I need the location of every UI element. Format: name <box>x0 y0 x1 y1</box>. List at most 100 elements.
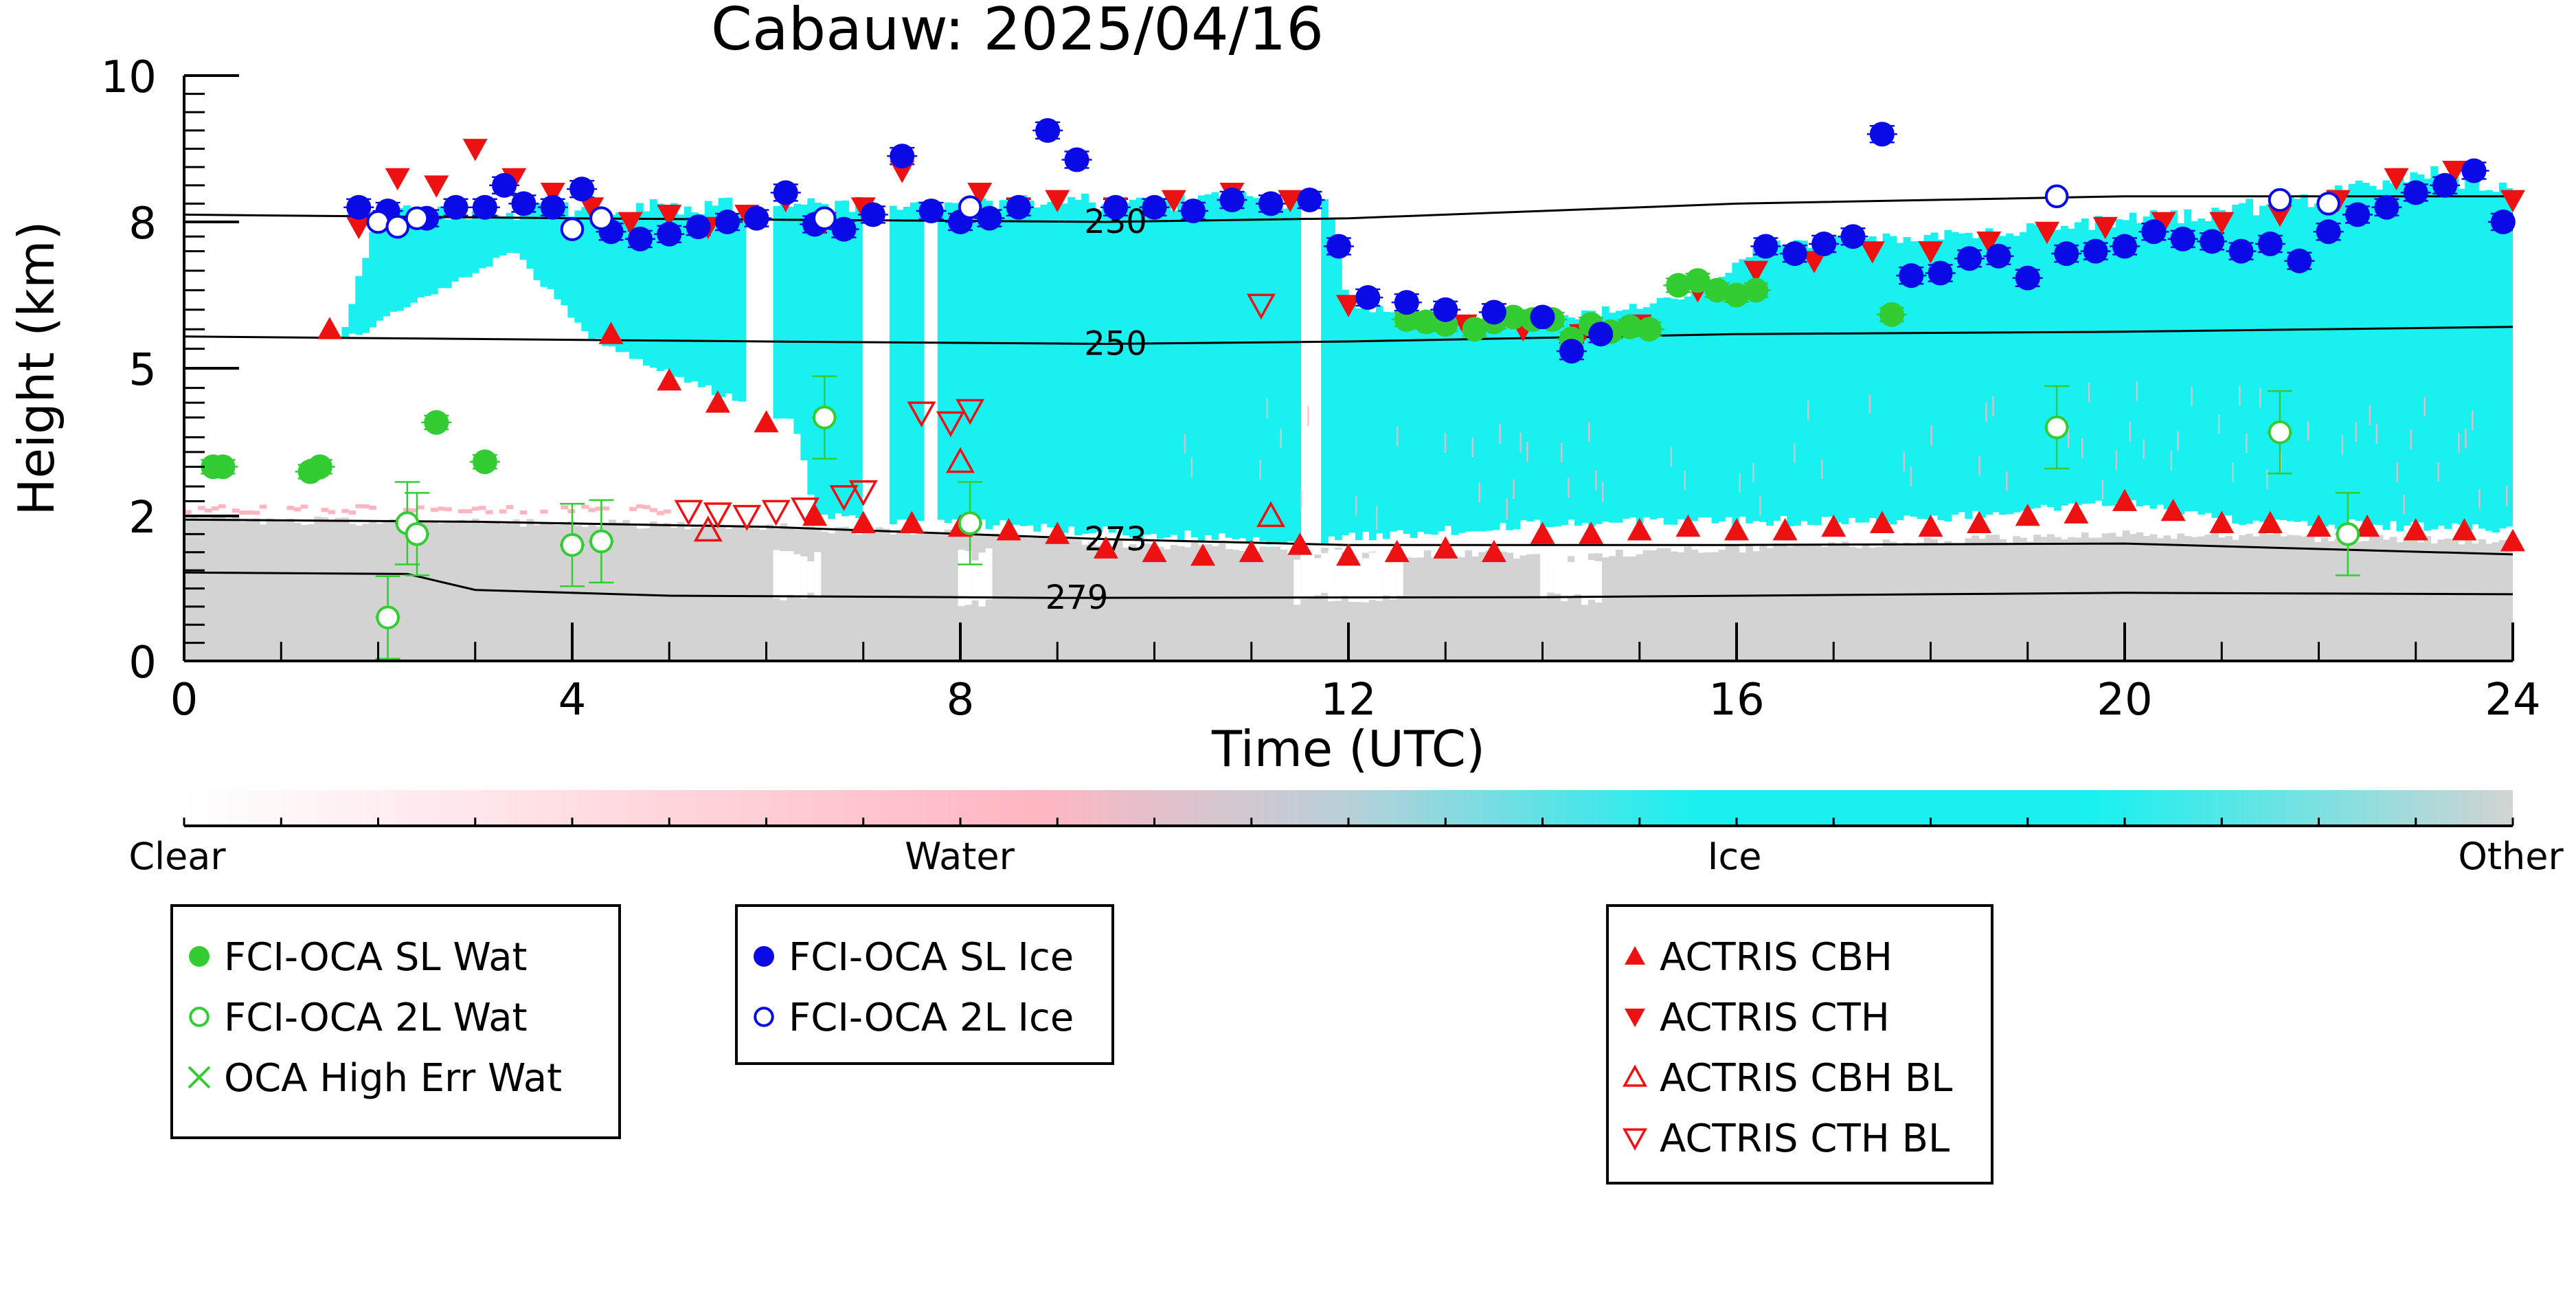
legend-item-actris-cbh-bl: ACTRIS CBH BL <box>1623 1056 1952 1101</box>
point-fci-oca-sl-ice <box>715 210 740 234</box>
point-fci-oca-sl-wat <box>1724 282 1749 308</box>
point-actris-cth-bl <box>936 411 965 438</box>
y-axis: 0 2 5 8 10 <box>101 52 239 688</box>
point-actris-cbh-bl <box>946 447 975 473</box>
legend: FCI-OCA SL Wat FCI-OCA 2L Wat OCA High Err… <box>170 904 1993 1185</box>
point-actris-cbh <box>1093 536 1118 559</box>
point-actris-cth <box>2384 168 2409 191</box>
point-actris-cbh <box>1918 514 1943 537</box>
point-fci-oca-sl-ice <box>1559 339 1584 364</box>
point-actris-cbh <box>1675 514 1701 537</box>
point-actris-cth <box>2035 221 2059 245</box>
point-actris-cth <box>462 139 488 161</box>
point-fci-oca-sl-ice <box>443 194 468 220</box>
x-tick-label: 20 <box>2097 675 2152 726</box>
point-fci-oca-sl-ice <box>1811 231 1837 256</box>
contour-label: 250 <box>1084 324 1147 363</box>
x-axis-label: Time (UTC) <box>1211 720 1485 778</box>
legend-label: FCI-OCA SL Ice <box>789 935 1074 980</box>
point-actris-cth-bl <box>703 502 732 529</box>
point-fci-oca-sl-wat <box>1666 273 1691 298</box>
point-actris-cbh <box>1821 514 1846 537</box>
legend-marker-actris-cbh-bl <box>1623 1064 1647 1087</box>
point-actris-cbh <box>1190 543 1216 566</box>
point-actris-cth-bl <box>829 485 859 511</box>
point-actris-cth-bl <box>761 499 791 526</box>
legend-marker-actris-cth <box>1625 1009 1645 1027</box>
point-fci-oca-sl-ice <box>2490 210 2516 234</box>
y-tick-label: 5 <box>128 345 157 396</box>
point-fci-oca-sl-wat <box>1394 307 1419 332</box>
point-actris-cbh <box>899 510 925 533</box>
contour-line <box>184 518 2513 556</box>
point-fci-oca-sl-ice <box>472 194 497 220</box>
point-fci-oca-2l-wat <box>958 511 982 535</box>
classification-background <box>184 166 2513 661</box>
legend-item-fci-oca-2l-ice: FCI-OCA 2L Ice <box>754 996 1074 1040</box>
legend-label: OCA High Err Wat <box>224 1056 562 1101</box>
series-actris-cth-bl <box>674 293 1276 531</box>
point-fci-oca-2l-wat <box>812 405 837 429</box>
legend-item-fci-oca-2l-wat: FCI-OCA 2L Wat <box>189 996 528 1040</box>
point-actris-cth <box>967 183 993 205</box>
y-axis-label: Height (km) <box>8 221 65 516</box>
y-tick-label: 0 <box>128 638 157 688</box>
point-fci-oca-sl-ice <box>346 194 372 220</box>
point-actris-cth <box>346 216 372 240</box>
legend-marker-actris-cbh <box>1625 946 1645 965</box>
point-fci-oca-sl-ice <box>918 199 944 224</box>
legend-label: FCI-OCA 2L Wat <box>224 996 528 1040</box>
point-fci-oca-2l-wat <box>376 605 400 630</box>
point-actris-cth-bl <box>791 497 820 524</box>
point-fci-oca-sl-ice <box>744 205 769 231</box>
point-actris-cbh-bl <box>693 515 723 542</box>
point-actris-cbh <box>1579 521 1604 544</box>
point-fci-oca-sl-ice <box>1142 194 1167 220</box>
point-actris-cbh <box>1239 539 1264 563</box>
point-actris-cth <box>2209 212 2235 234</box>
point-actris-cbh <box>1142 539 1167 563</box>
point-fci-oca-sl-ice <box>1297 188 1322 213</box>
legend-marker-fci-oca-2l-ice <box>754 1007 774 1027</box>
point-actris-cth <box>579 197 605 220</box>
point-fci-oca-sl-ice <box>1433 297 1458 322</box>
point-fci-oca-sl-wat <box>1462 317 1487 342</box>
point-actris-cbh <box>1287 532 1313 555</box>
point-fci-oca-sl-ice <box>2257 231 2283 256</box>
y-tick-label: 8 <box>128 199 157 249</box>
point-fci-oca-sl-ice <box>1869 122 1895 147</box>
x-tick-label: 8 <box>947 675 975 726</box>
point-fci-oca-sl-ice <box>2316 219 2341 245</box>
point-actris-cth-bl <box>907 401 936 428</box>
point-actris-cbh <box>705 390 730 413</box>
point-fci-oca-sl-ice <box>1326 234 1351 259</box>
point-actris-cbh <box>850 510 876 533</box>
contour-label: 279 <box>1046 579 1109 617</box>
point-fci-oca-sl-ice <box>1530 304 1555 330</box>
point-actris-cbh <box>802 504 828 526</box>
point-actris-cbh <box>1627 518 1652 541</box>
point-fci-oca-2l-ice <box>405 206 429 230</box>
point-fci-oca-sl-ice <box>1181 199 1206 224</box>
legend-item-oca-high-err-wat: OCA High Err Wat <box>188 1056 562 1101</box>
x-tick-label: 4 <box>558 675 587 726</box>
point-actris-cth <box>657 204 682 227</box>
point-actris-cbh <box>2403 518 2428 541</box>
point-fci-oca-sl-ice <box>2083 238 2108 264</box>
point-fci-oca-sl-wat <box>1704 278 1730 303</box>
point-fci-oca-2l-wat <box>2044 415 2069 440</box>
point-fci-oca-sl-ice <box>890 144 915 169</box>
point-fci-oca-sl-ice <box>511 191 536 216</box>
chart-title: Cabauw: 2025/04/16 <box>711 0 1324 64</box>
point-fci-oca-sl-ice <box>831 216 857 242</box>
point-fci-oca-sl-ice <box>1258 191 1283 216</box>
point-fci-oca-sl-wat <box>210 454 236 480</box>
point-actris-cth <box>1802 251 1827 273</box>
point-fci-oca-sl-ice <box>2141 219 2167 245</box>
legend-marker-fci-oca-2l-wat <box>189 1007 210 1027</box>
point-actris-cbh <box>598 322 624 344</box>
point-fci-oca-sl-ice <box>2461 158 2487 183</box>
x-tick-label: 12 <box>1320 675 1376 726</box>
